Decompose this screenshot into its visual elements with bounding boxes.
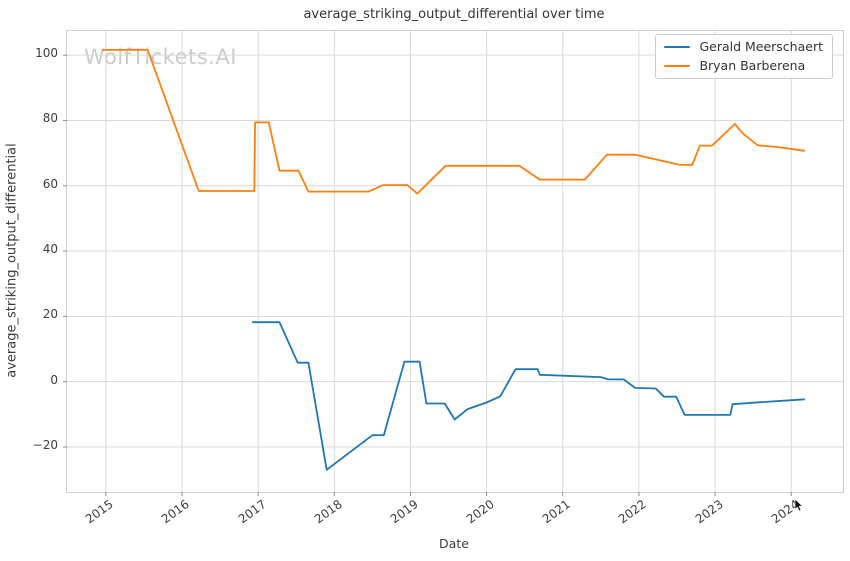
series-line-gerald-meerschaert: [252, 321, 805, 471]
x-tick-label: 2023: [692, 497, 726, 527]
x-tick-label: 2016: [159, 497, 193, 527]
x-tick-label: 2019: [387, 497, 421, 527]
x-tick-label: 2017: [235, 497, 269, 527]
mouse-cursor-icon: [794, 499, 804, 512]
y-tick-label: 20: [42, 307, 58, 322]
legend-item-bryan-barberena: Bryan Barberena: [664, 59, 823, 73]
x-tick-label: 2018: [311, 497, 345, 527]
y-tick-label: 0: [50, 372, 58, 387]
legend-label: Bryan Barberena: [699, 58, 806, 73]
plot-area: WolfTickets.AI Gerald Meerschaert Bryan …: [63, 30, 844, 496]
legend-line-swatch-orange: [664, 65, 691, 67]
series-line-bryan-barberena: [102, 48, 806, 195]
legend-item-gerald-meerschaert: Gerald Meerschaert: [664, 40, 823, 54]
chart-title: average_striking_output_differential ove…: [303, 7, 605, 22]
y-tick-label: 80: [42, 111, 58, 126]
y-tick-label: 40: [42, 242, 58, 257]
y-tick-label: −20: [32, 437, 58, 452]
x-tick-label: 2020: [463, 497, 497, 527]
x-tick-label: 2021: [540, 497, 573, 527]
legend: Gerald Meerschaert Bryan Barberena: [655, 34, 833, 79]
plot-canvas: [63, 31, 843, 496]
legend-label: Gerald Meerschaert: [699, 39, 823, 54]
y-tick-label: 60: [42, 176, 58, 191]
x-tick-label: 2015: [83, 497, 117, 527]
x-tick-label: 2022: [616, 497, 650, 527]
legend-line-swatch-blue: [664, 46, 691, 48]
y-tick-label: 100: [35, 46, 58, 61]
x-axis-label: Date: [439, 536, 469, 551]
